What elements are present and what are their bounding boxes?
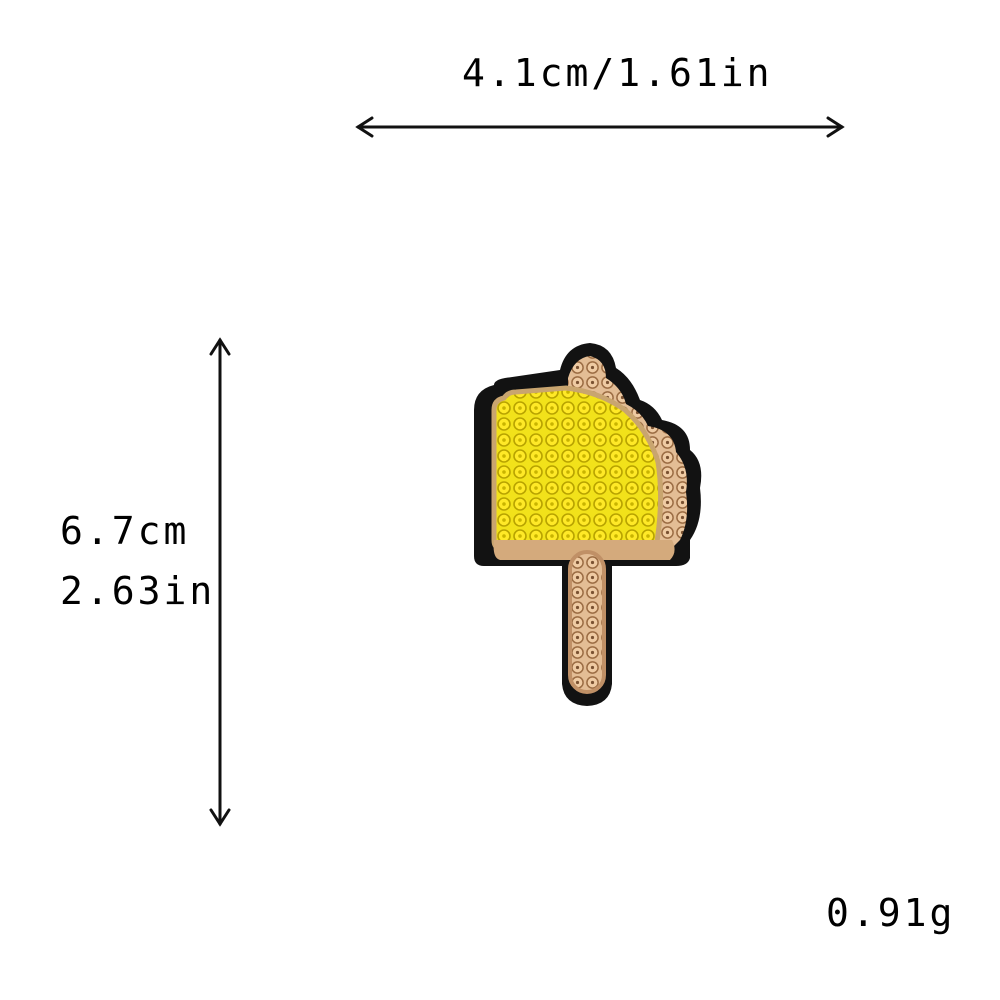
bite-edge-sequins: [568, 356, 688, 548]
height-cm-label: 6.7cm: [60, 509, 190, 553]
body-bottom-stitch: [493, 540, 675, 560]
height-in-label: 2.63in: [60, 569, 216, 613]
height-arrow: [209, 337, 231, 827]
weight-label: 0.91g: [826, 891, 956, 935]
popsicle-stick: [568, 550, 606, 694]
width-dimension-label: 4.1cm/1.61in: [462, 51, 773, 95]
width-arrow: [355, 116, 845, 138]
